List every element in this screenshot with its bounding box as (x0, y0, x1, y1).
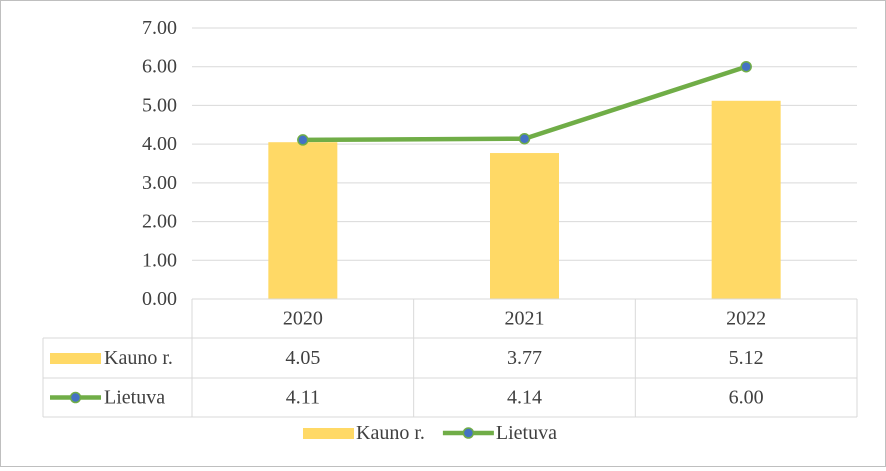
y-tick-label: 0.00 (142, 288, 177, 310)
y-tick-label: 4.00 (142, 133, 177, 155)
data-cell-value: 4.11 (286, 387, 320, 409)
x-category-label: 2021 (505, 308, 545, 330)
data-cell-value: 4.14 (507, 387, 542, 409)
legend-key-marker (462, 427, 475, 439)
y-tick-label: 1.00 (142, 249, 177, 271)
line-marker (518, 132, 531, 145)
line-marker (740, 60, 752, 73)
x-category-label: 2020 (283, 308, 323, 330)
bar-series (268, 100, 781, 299)
line-marker (297, 134, 309, 146)
legend-key-bar (303, 428, 354, 439)
y-tick-label: 2.00 (142, 211, 177, 233)
table-series-name: Kauno r. (104, 347, 173, 369)
data-cell-value: 5.12 (729, 347, 764, 369)
y-tick-label: 6.00 (142, 56, 177, 78)
bar (490, 153, 559, 299)
data-cell-value: 6.00 (729, 387, 764, 409)
legend-label: Kauno r. (356, 422, 425, 444)
table-series-name: Lietuva (104, 387, 165, 409)
y-tick-label: 5.00 (142, 94, 177, 116)
line-series-path (300, 64, 749, 143)
legend-label: Lietuva (496, 422, 557, 444)
table-legend-key-marker (69, 391, 82, 404)
bar (711, 100, 781, 299)
legend: Kauno r. Lietuva (303, 422, 557, 444)
y-axis-tick-labels: 0.00 1.00 2.00 3.00 4.00 5.00 6.00 7.00 (142, 17, 177, 310)
x-category-label: 2022 (726, 308, 766, 330)
data-table: 2020 2021 2022 Kauno r. 4.05 3.77 5.12 Lietuva 4… (42, 298, 858, 418)
table-legend-key-bar (50, 353, 101, 364)
y-tick-label: 7.00 (142, 17, 177, 39)
bar (268, 142, 338, 299)
line-series (297, 60, 752, 146)
y-tick-label: 3.00 (142, 172, 177, 194)
data-cell-value: 3.77 (507, 347, 542, 369)
data-cell-value: 4.05 (285, 347, 320, 369)
